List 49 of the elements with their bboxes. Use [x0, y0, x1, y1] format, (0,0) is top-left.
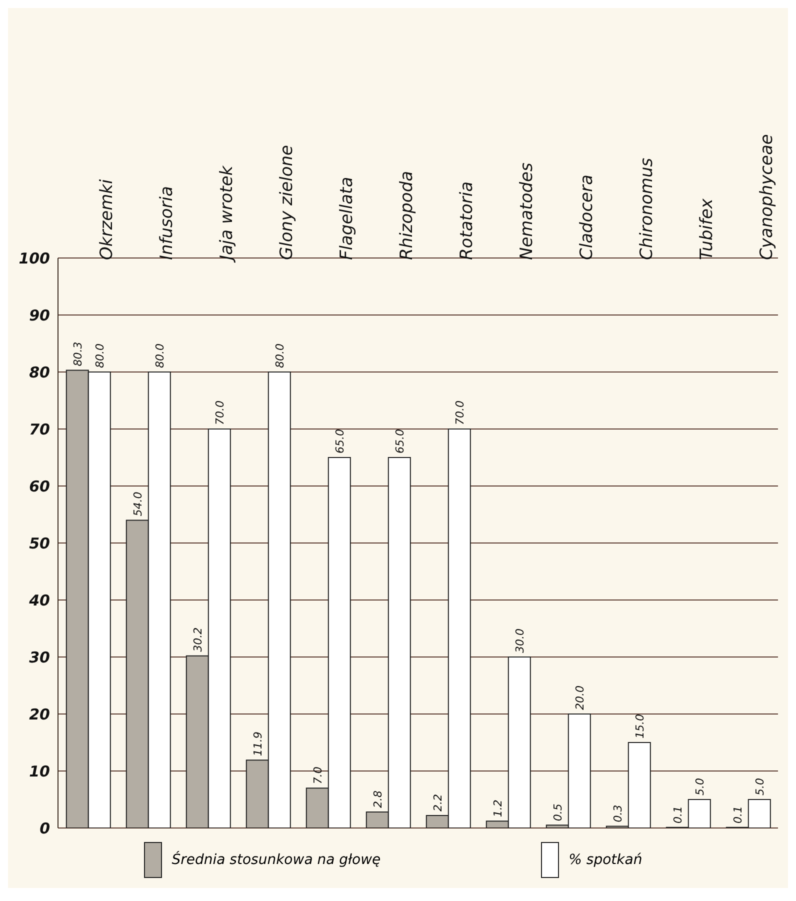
- y-tick-label: 90: [29, 306, 50, 324]
- y-tick-label: 60: [29, 477, 50, 496]
- data-label: 7.0: [311, 766, 324, 784]
- data-label: 65.0: [393, 429, 406, 454]
- data-label: 30.0: [513, 628, 526, 653]
- data-label: 30.2: [191, 627, 204, 652]
- data-label: 0.1: [731, 806, 744, 824]
- data-label: 15.0: [633, 714, 646, 738]
- data-label: 65.0: [333, 429, 346, 454]
- x-tick-label: Flagellata: [337, 176, 357, 260]
- y-tick-label: 10: [29, 762, 50, 780]
- y-tick-label: 40: [28, 591, 50, 610]
- x-tick-label: Rotatoria: [457, 182, 477, 260]
- series-label: Średnia stosunkowa na głowę: [172, 852, 381, 868]
- data-label: 0.5: [551, 804, 564, 822]
- data-label: 0.3: [611, 804, 624, 822]
- y-tick-label: 70: [29, 420, 50, 438]
- data-label: 80.3: [71, 342, 84, 366]
- data-label: 54.0: [131, 492, 144, 516]
- data-label: 5.0: [753, 778, 766, 796]
- data-label: 1.2: [491, 800, 504, 818]
- x-tick-label: Infusoria: [157, 186, 177, 260]
- data-label: 80.0: [153, 344, 166, 368]
- data-label: 5.0: [693, 778, 706, 796]
- x-tick-label: Jaja wrotek: [217, 164, 237, 263]
- data-label: 11.9: [251, 732, 264, 756]
- x-tick-label: Cladocera: [577, 174, 597, 260]
- y-tick-label: 80: [29, 363, 50, 382]
- x-tick-label: Tubifex: [697, 198, 717, 260]
- y-tick-label: 20: [29, 705, 50, 724]
- data-label: 80.0: [273, 344, 286, 368]
- data-label: 80.0: [93, 344, 106, 368]
- x-tick-label: Cyanophyceae: [757, 134, 777, 260]
- x-tick-label: Rhizopoda: [397, 170, 417, 260]
- x-tick-label: Okrzemki: [97, 179, 117, 260]
- data-label: 2.8: [371, 790, 384, 808]
- data-label: 70.0: [213, 400, 226, 425]
- data-label: 2.2: [431, 794, 444, 812]
- x-tick-label: Nematodes: [517, 162, 537, 260]
- data-label: 0.1: [671, 806, 684, 824]
- x-tick-label: Chironomus: [637, 158, 657, 260]
- series-label: % spotkań: [568, 852, 642, 868]
- data-label: 70.0: [453, 400, 466, 425]
- y-tick-label: 50: [29, 534, 50, 552]
- x-tick-label: Glony zielone: [277, 145, 297, 260]
- y-tick-label: 100: [18, 249, 50, 268]
- y-tick-label: 0: [40, 819, 50, 838]
- data-label: 20.0: [573, 686, 586, 710]
- y-tick-label: 30: [29, 648, 50, 666]
